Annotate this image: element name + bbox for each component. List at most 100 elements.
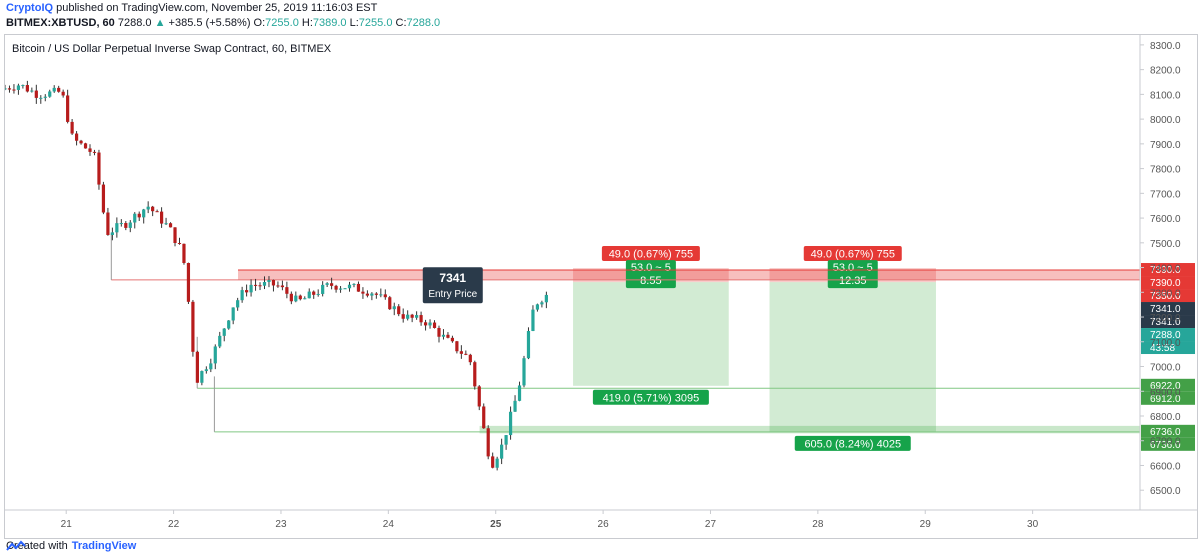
candle-down xyxy=(186,262,191,302)
price-axis-label: 6736.0 xyxy=(1150,427,1181,438)
candle-up xyxy=(142,209,146,218)
price-axis-label: 7341.0 xyxy=(1150,317,1181,328)
candle-up xyxy=(441,334,446,337)
candle-down xyxy=(365,293,370,296)
candle-up xyxy=(352,283,356,285)
candle-down xyxy=(459,351,463,354)
candle-up xyxy=(294,295,298,302)
candle-up xyxy=(262,282,267,286)
candle-up xyxy=(128,222,132,228)
y-tick-label: 8100.0 xyxy=(1150,90,1181,101)
price-axis-label-box xyxy=(1141,424,1195,438)
candle-up xyxy=(218,335,222,347)
candle-up xyxy=(540,302,544,305)
candle-down xyxy=(159,211,164,224)
candle-down xyxy=(477,386,481,407)
price-axis-label: 7288.0 xyxy=(1150,330,1181,341)
entry-price-label: Entry Price xyxy=(428,289,477,300)
candle-up xyxy=(110,232,114,235)
low-value: 7255.0 xyxy=(358,17,393,29)
candle-up xyxy=(52,87,56,92)
y-tick-label: 8300.0 xyxy=(1150,41,1181,52)
y-tick-label: 7600.0 xyxy=(1150,214,1181,225)
price-axis-label-box xyxy=(1141,263,1195,277)
price-axis-label-box xyxy=(1141,315,1195,329)
candle-up xyxy=(231,307,235,321)
candle-down xyxy=(388,297,392,310)
candle-down xyxy=(491,456,495,468)
ratio-label-text: 53.0 ~ 5 xyxy=(833,262,873,274)
loss-zone xyxy=(238,270,1140,280)
candle-down xyxy=(334,285,338,290)
high-value: 7389.0 xyxy=(312,17,347,29)
y-tick-label: 6600.0 xyxy=(1150,461,1181,472)
symbol-info: BITMEX:XBTUSD, 60 7288.0 ▲ +385.5 (+5.58… xyxy=(6,17,440,29)
risk-label-box xyxy=(803,246,902,262)
tradingview-brand[interactable]: TradingView xyxy=(71,540,137,552)
price-axis-label-box xyxy=(1141,391,1195,405)
entry-price-box xyxy=(422,267,483,304)
x-tick-label: 25 xyxy=(490,519,502,530)
candle-up xyxy=(508,411,513,436)
y-tick-label: 8200.0 xyxy=(1150,66,1181,77)
author-link[interactable]: CryptoIQ xyxy=(6,2,54,14)
y-tick-label: 7700.0 xyxy=(1150,189,1181,200)
candle-down xyxy=(83,143,88,149)
candle-up xyxy=(500,444,504,459)
price-axis-label: 7341.0 xyxy=(1150,304,1181,315)
candle-down xyxy=(253,284,258,286)
candle-down xyxy=(468,354,472,363)
price-axis-label-box xyxy=(1141,289,1195,303)
candle-down xyxy=(168,223,173,228)
up-arrow-icon: ▲ xyxy=(154,17,166,29)
candle-up xyxy=(316,293,320,295)
rr-label-text: 12.35 xyxy=(839,275,867,287)
candle-up xyxy=(119,223,123,225)
price-axis-label: 7390.0 xyxy=(1150,265,1181,276)
candle-down xyxy=(271,280,276,286)
candle-down xyxy=(276,285,280,287)
chart-pane[interactable]: 49.0 (0.67%) 755 53.0 ~ 5 8.55 419.0 (5.71%… xyxy=(4,34,1198,539)
candle-down xyxy=(245,290,249,293)
price-axis-label: 6912.0 xyxy=(1150,394,1181,405)
price-axis-label: 6922.0 xyxy=(1150,381,1181,392)
candle-down xyxy=(356,283,361,292)
y-tick-label: 7300.0 xyxy=(1150,288,1181,299)
candle-up xyxy=(267,280,271,283)
candle-down xyxy=(374,293,378,295)
risk-label-text: 49.0 (0.67%) 755 xyxy=(609,249,693,261)
price-axis-label: 7350.0 xyxy=(1150,291,1181,302)
y-tick-label: 8000.0 xyxy=(1150,115,1181,126)
price-axis-label-box xyxy=(1141,302,1195,316)
candle-up xyxy=(522,358,526,386)
low-label: L: xyxy=(349,17,359,29)
entry-price-value: 7341 xyxy=(439,271,466,285)
candle-up xyxy=(535,304,540,310)
candle-down xyxy=(361,291,365,294)
candle-up xyxy=(39,97,43,99)
ratio-label-box xyxy=(827,260,878,289)
candle-up xyxy=(392,306,396,310)
x-tick-label: 24 xyxy=(383,519,395,530)
candle-up xyxy=(213,346,217,364)
candle-down xyxy=(79,140,83,144)
candle-down xyxy=(312,291,316,295)
price-axis-label: 6736.0 xyxy=(1150,440,1181,451)
y-tick-label: 6700.0 xyxy=(1150,437,1181,448)
y-tick-label: 7500.0 xyxy=(1150,239,1181,250)
candle-down xyxy=(280,285,284,288)
candle-up xyxy=(526,331,531,359)
candle-up xyxy=(164,223,168,225)
candle-down xyxy=(97,152,101,185)
close-value: 7288.0 xyxy=(406,17,441,29)
reward-label-box xyxy=(794,435,911,451)
candle-up xyxy=(249,284,253,293)
candle-down xyxy=(124,223,128,228)
candle-up xyxy=(303,298,307,300)
candle-up xyxy=(517,385,522,401)
candle-down xyxy=(473,362,477,387)
candle-up xyxy=(495,458,499,468)
x-tick-label: 28 xyxy=(812,519,824,530)
x-tick-label: 23 xyxy=(275,519,287,530)
